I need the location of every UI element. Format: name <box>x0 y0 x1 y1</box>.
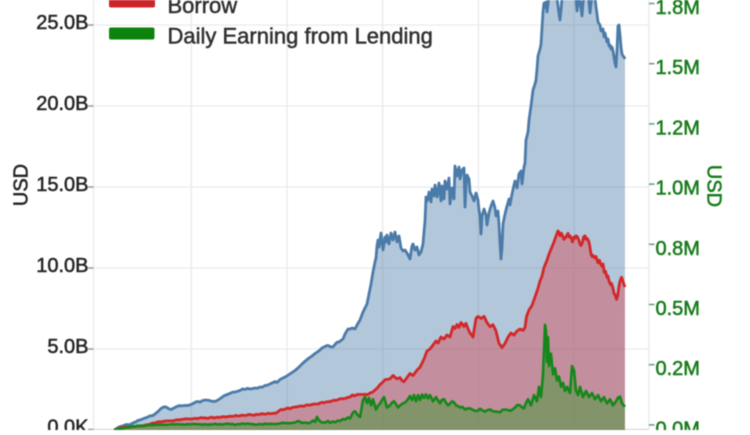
svg-text:20.0B: 20.0B <box>36 93 88 115</box>
svg-text:USD: USD <box>703 165 725 207</box>
svg-text:0.2M: 0.2M <box>656 358 700 380</box>
svg-text:1.0M: 1.0M <box>656 178 700 200</box>
svg-text:1.8M: 1.8M <box>656 0 700 19</box>
svg-text:10.0B: 10.0B <box>36 255 88 277</box>
svg-text:1.5M: 1.5M <box>656 57 700 79</box>
svg-text:USD: USD <box>11 164 33 206</box>
svg-text:1.2M: 1.2M <box>656 117 700 139</box>
svg-text:0.5M: 0.5M <box>656 298 700 320</box>
svg-text:5.0B: 5.0B <box>47 336 88 358</box>
svg-text:15.0B: 15.0B <box>36 174 88 196</box>
svg-text:Borrow: Borrow <box>168 0 238 18</box>
svg-text:0.0M: 0.0M <box>656 418 700 430</box>
svg-text:Daily Earning from Lending: Daily Earning from Lending <box>168 24 433 49</box>
svg-text:25.0B: 25.0B <box>36 12 88 34</box>
svg-text:0.0K: 0.0K <box>47 417 89 431</box>
svg-text:0.8M: 0.8M <box>656 238 700 260</box>
